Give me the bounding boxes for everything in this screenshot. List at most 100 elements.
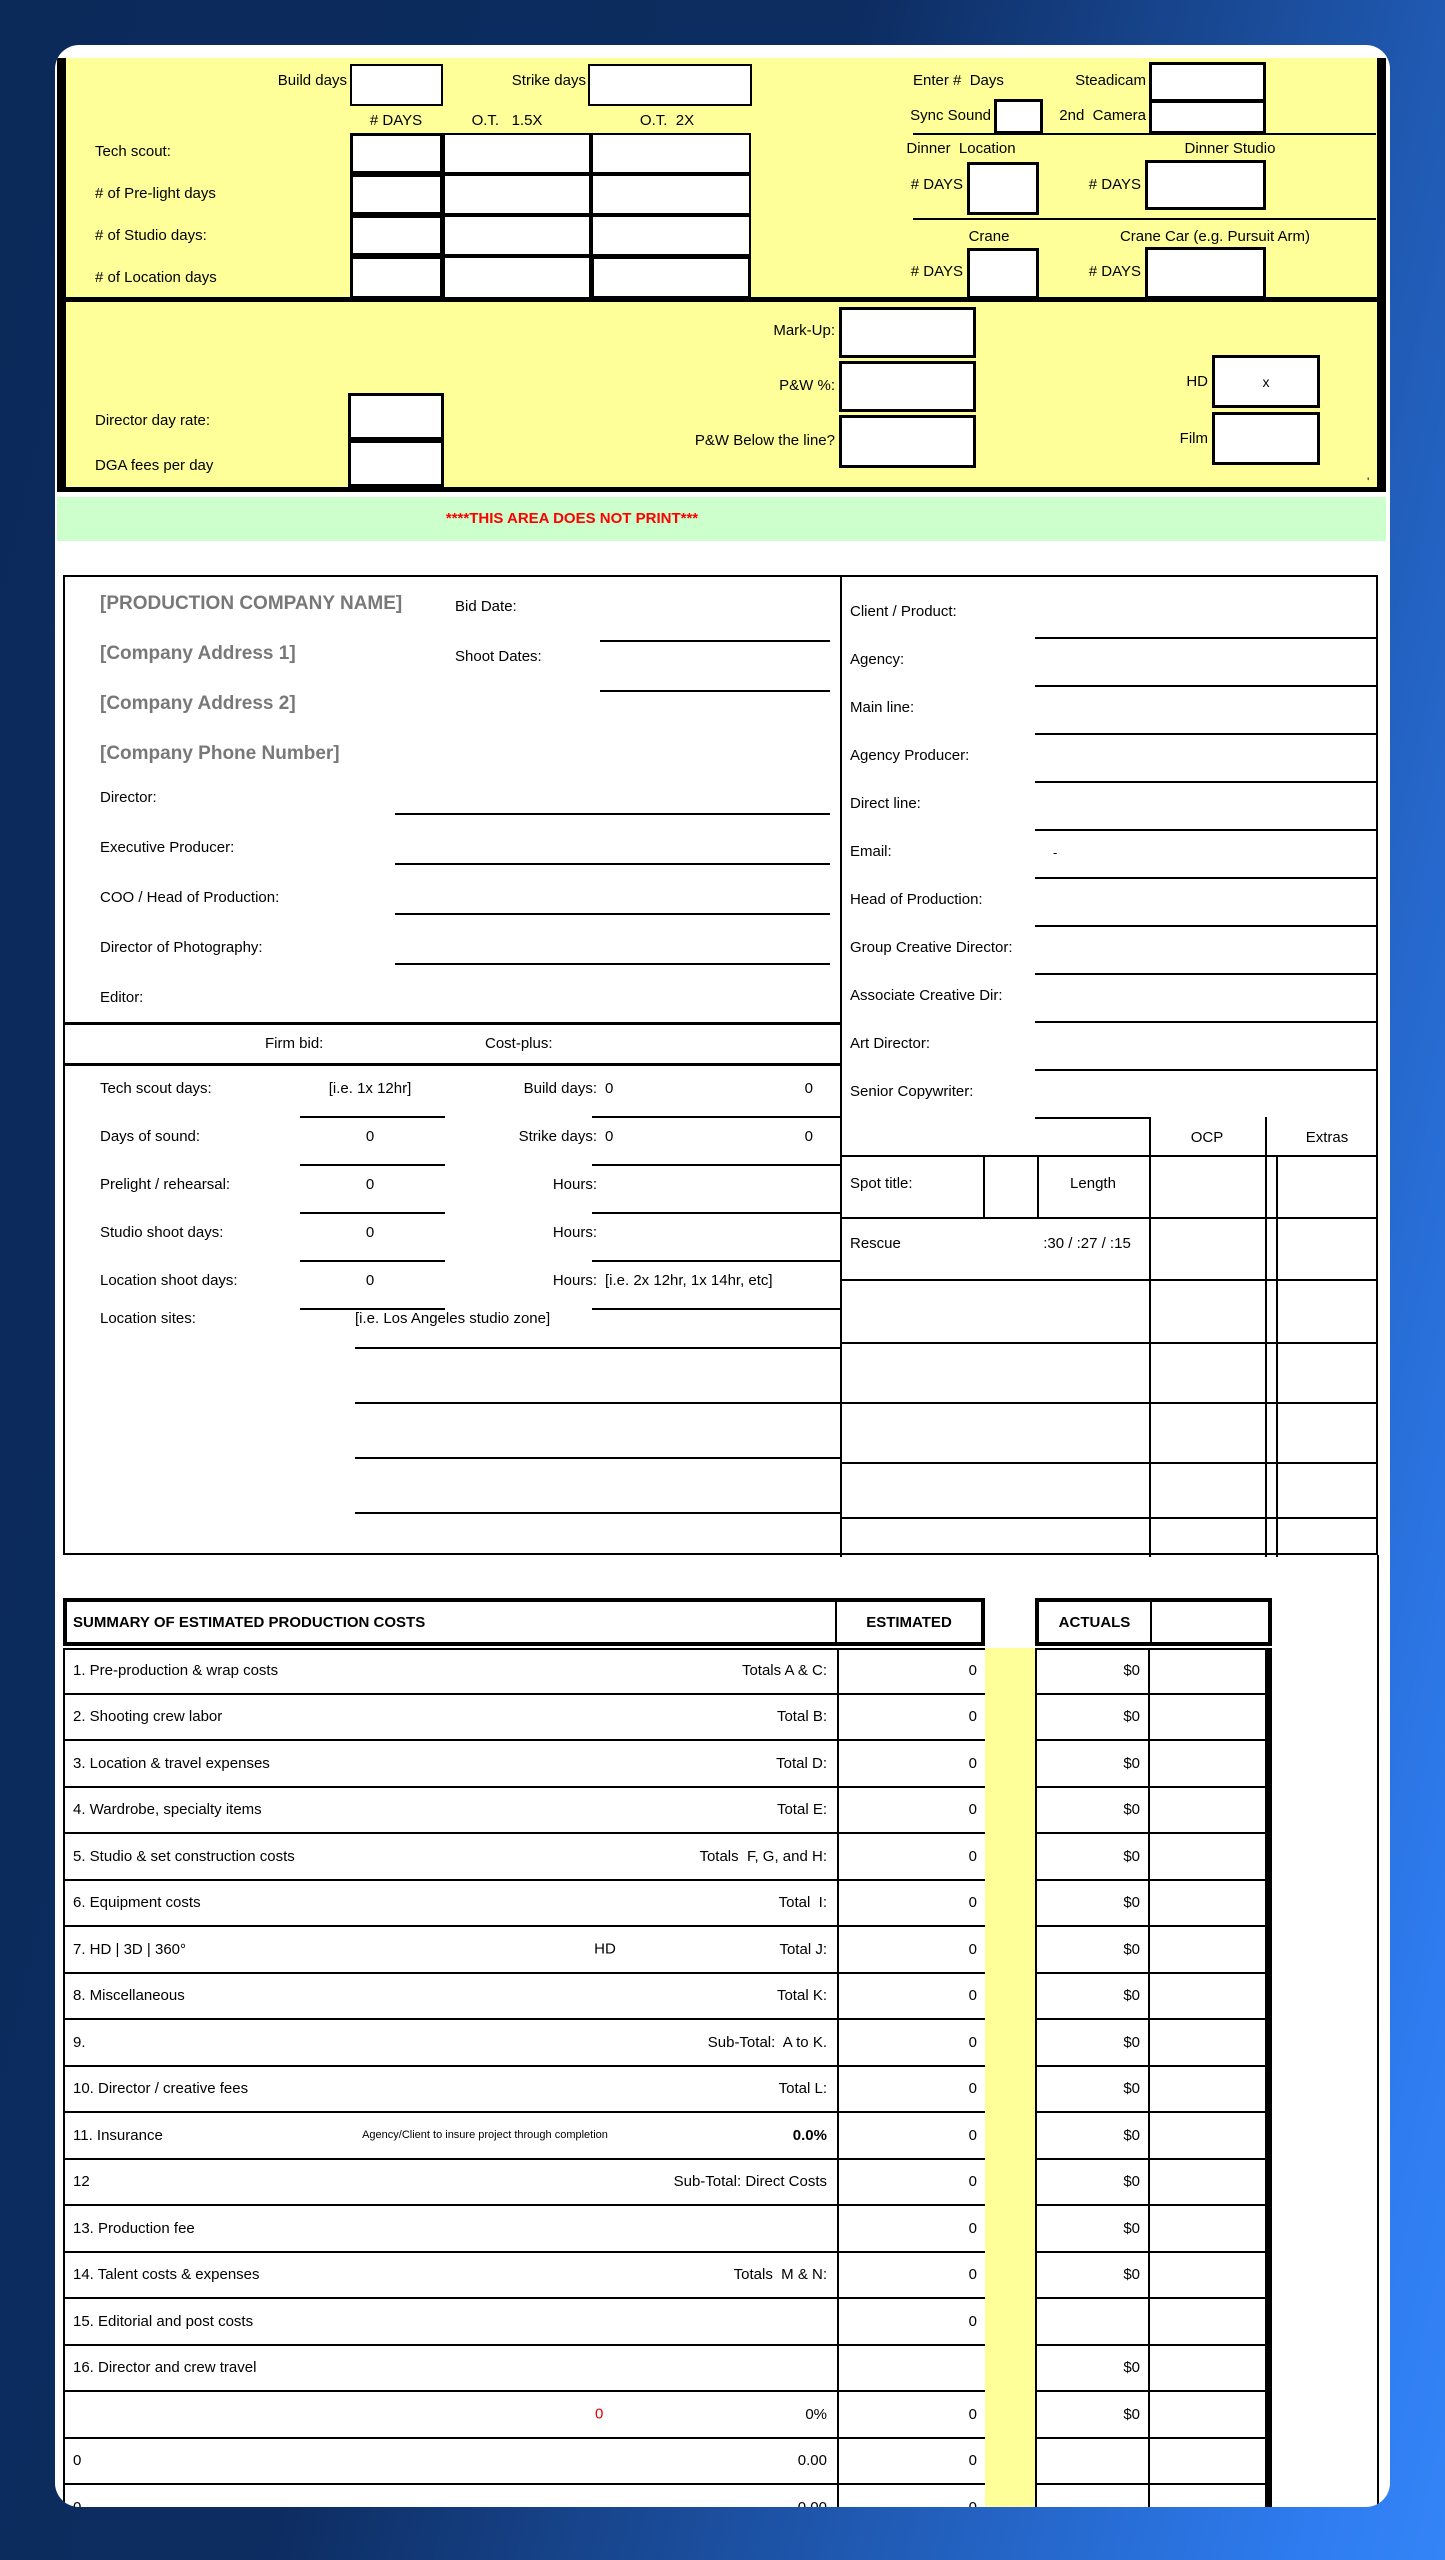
- day-grid-cell[interactable]: [591, 256, 751, 299]
- day-grid-cell[interactable]: [350, 256, 443, 299]
- actuals-value-cell[interactable]: $0: [1037, 2020, 1150, 2065]
- blank-line-field[interactable]: [355, 1402, 840, 1404]
- actuals-value-cell[interactable]: [1037, 2438, 1150, 2483]
- day-grid-cell[interactable]: [443, 133, 591, 174]
- hd-cell[interactable]: x: [1212, 355, 1320, 408]
- dinner-studio-days-cell[interactable]: [1145, 160, 1266, 210]
- day-grid-cell[interactable]: [591, 174, 751, 215]
- bid-row-amount[interactable]: 0: [804, 1080, 813, 1097]
- agency-row-field[interactable]: [1035, 781, 1377, 783]
- spot-title-value[interactable]: Rescue: [850, 1235, 901, 1252]
- actuals-value-cell[interactable]: $0: [1037, 1973, 1150, 2018]
- shoot-dates-field[interactable]: [600, 690, 830, 692]
- bid-date-field[interactable]: [600, 640, 830, 642]
- extra-cell[interactable]: [1150, 2020, 1265, 2065]
- extra-cell[interactable]: [1150, 2299, 1265, 2344]
- strike-days-cell[interactable]: [588, 64, 752, 106]
- actuals-value-cell[interactable]: $0: [1037, 2345, 1150, 2390]
- agency-row-field[interactable]: [1035, 685, 1377, 687]
- extra-cell[interactable]: [1150, 2113, 1265, 2158]
- bid-row-value[interactable]: 0: [365, 1176, 375, 1193]
- pw-percent-cell[interactable]: [839, 361, 976, 412]
- estimated-value-cell[interactable]: 0: [968, 2405, 977, 2423]
- steadicam-cell[interactable]: [1149, 62, 1266, 102]
- actuals-value-cell[interactable]: $0: [1037, 1694, 1150, 1739]
- actuals-value-cell[interactable]: $0: [1037, 2066, 1150, 2111]
- day-grid-cell[interactable]: [591, 215, 751, 256]
- actuals-value-cell[interactable]: $0: [1037, 1787, 1150, 1832]
- dinner-location-days-cell[interactable]: [967, 162, 1039, 215]
- extra-cell[interactable]: [1150, 1788, 1265, 1833]
- extra-cell[interactable]: [1150, 2160, 1265, 2205]
- estimated-value-cell[interactable]: 0: [968, 2173, 977, 2191]
- crew-row-field[interactable]: [395, 813, 830, 815]
- agency-row-field[interactable]: [1035, 733, 1377, 735]
- day-grid-cell[interactable]: [443, 174, 591, 215]
- agency-row-field[interactable]: [1035, 973, 1377, 975]
- second-camera-cell[interactable]: [1149, 100, 1266, 134]
- estimated-value-cell[interactable]: 0: [968, 2312, 977, 2330]
- day-grid-cell[interactable]: [443, 256, 591, 299]
- bid-row-subvalue[interactable]: [i.e. 2x 12hr, 1x 14hr, etc]: [605, 1272, 773, 1289]
- day-grid-cell[interactable]: [350, 215, 443, 256]
- day-grid-cell[interactable]: [350, 133, 443, 174]
- extra-cell[interactable]: [1150, 2439, 1265, 2484]
- extra-cell[interactable]: [1150, 2485, 1265, 2507]
- estimated-value-cell[interactable]: 0: [968, 1987, 977, 2005]
- blank-line-field[interactable]: [355, 1512, 840, 1514]
- day-grid-cell[interactable]: [443, 215, 591, 256]
- extra-cell[interactable]: [1150, 1881, 1265, 1926]
- agency-row-field[interactable]: [1035, 1117, 1149, 1119]
- blank-line-field[interactable]: [355, 1457, 840, 1459]
- actuals-value-cell[interactable]: $0: [1037, 1880, 1150, 1925]
- extra-cell[interactable]: [1150, 1741, 1265, 1786]
- estimated-value-cell[interactable]: 0: [968, 1801, 977, 1819]
- bid-row-subvalue[interactable]: 0: [605, 1080, 614, 1097]
- markup-cell[interactable]: [839, 307, 976, 358]
- actuals-value-cell[interactable]: [1037, 2485, 1150, 2507]
- extra-cell[interactable]: [1150, 2253, 1265, 2298]
- estimated-value-cell[interactable]: 0: [968, 2033, 977, 2051]
- actuals-value-cell[interactable]: $0: [1037, 1927, 1150, 1972]
- bid-row-value[interactable]: 0: [365, 1224, 375, 1241]
- day-grid-cell[interactable]: [350, 174, 443, 215]
- dga-fees-cell[interactable]: [348, 440, 444, 487]
- estimated-value-cell[interactable]: 0: [968, 2080, 977, 2098]
- extra-cell[interactable]: [1150, 2067, 1265, 2112]
- actuals-value-cell[interactable]: [1037, 2299, 1150, 2344]
- extra-cell[interactable]: [1150, 1695, 1265, 1740]
- film-cell[interactable]: [1212, 412, 1320, 465]
- estimated-value-cell[interactable]: 0: [968, 2452, 977, 2470]
- actuals-value-cell[interactable]: $0: [1037, 1648, 1150, 1693]
- actuals-value-cell[interactable]: $0: [1037, 2113, 1150, 2158]
- estimated-value-cell[interactable]: 0: [968, 1847, 977, 1865]
- actuals-value-cell[interactable]: $0: [1037, 1834, 1150, 1879]
- estimated-value-cell[interactable]: [839, 2346, 985, 2391]
- bid-row-subvalue[interactable]: 0: [605, 1128, 614, 1145]
- crane-car-days-cell[interactable]: [1145, 247, 1266, 299]
- pw-below-cell[interactable]: [839, 415, 976, 468]
- estimated-value-cell[interactable]: 0: [968, 2126, 977, 2144]
- extra-cell[interactable]: [1150, 1974, 1265, 2019]
- estimated-value-cell[interactable]: 0: [968, 1661, 977, 1679]
- location-sites-value[interactable]: [i.e. Los Angeles studio zone]: [355, 1310, 551, 1327]
- estimated-value-cell[interactable]: 0: [968, 1940, 977, 1958]
- actuals-value-cell[interactable]: $0: [1037, 2392, 1150, 2437]
- estimated-value-cell[interactable]: 0: [839, 2485, 985, 2507]
- bid-row-amount[interactable]: 0: [804, 1128, 813, 1145]
- actuals-value-cell[interactable]: $0: [1037, 2159, 1150, 2204]
- director-day-rate-cell[interactable]: [348, 393, 444, 440]
- bid-row-value[interactable]: 0: [365, 1128, 375, 1145]
- build-days-cell[interactable]: [350, 64, 443, 106]
- bid-row-value[interactable]: [i.e. 1x 12hr]: [328, 1080, 412, 1097]
- actuals-value-cell[interactable]: $0: [1037, 2252, 1150, 2297]
- extra-cell[interactable]: [1150, 1927, 1265, 1972]
- estimated-value-cell[interactable]: 0: [968, 2266, 977, 2284]
- agency-row-field[interactable]: [1035, 1069, 1377, 1071]
- actuals-value-cell[interactable]: $0: [1037, 2206, 1150, 2251]
- blank-line-field[interactable]: [355, 1347, 840, 1349]
- crew-row-field[interactable]: [395, 863, 830, 865]
- crew-row-field[interactable]: [395, 963, 830, 965]
- extra-cell[interactable]: [1150, 1648, 1265, 1693]
- agency-row-field[interactable]: [1035, 637, 1377, 639]
